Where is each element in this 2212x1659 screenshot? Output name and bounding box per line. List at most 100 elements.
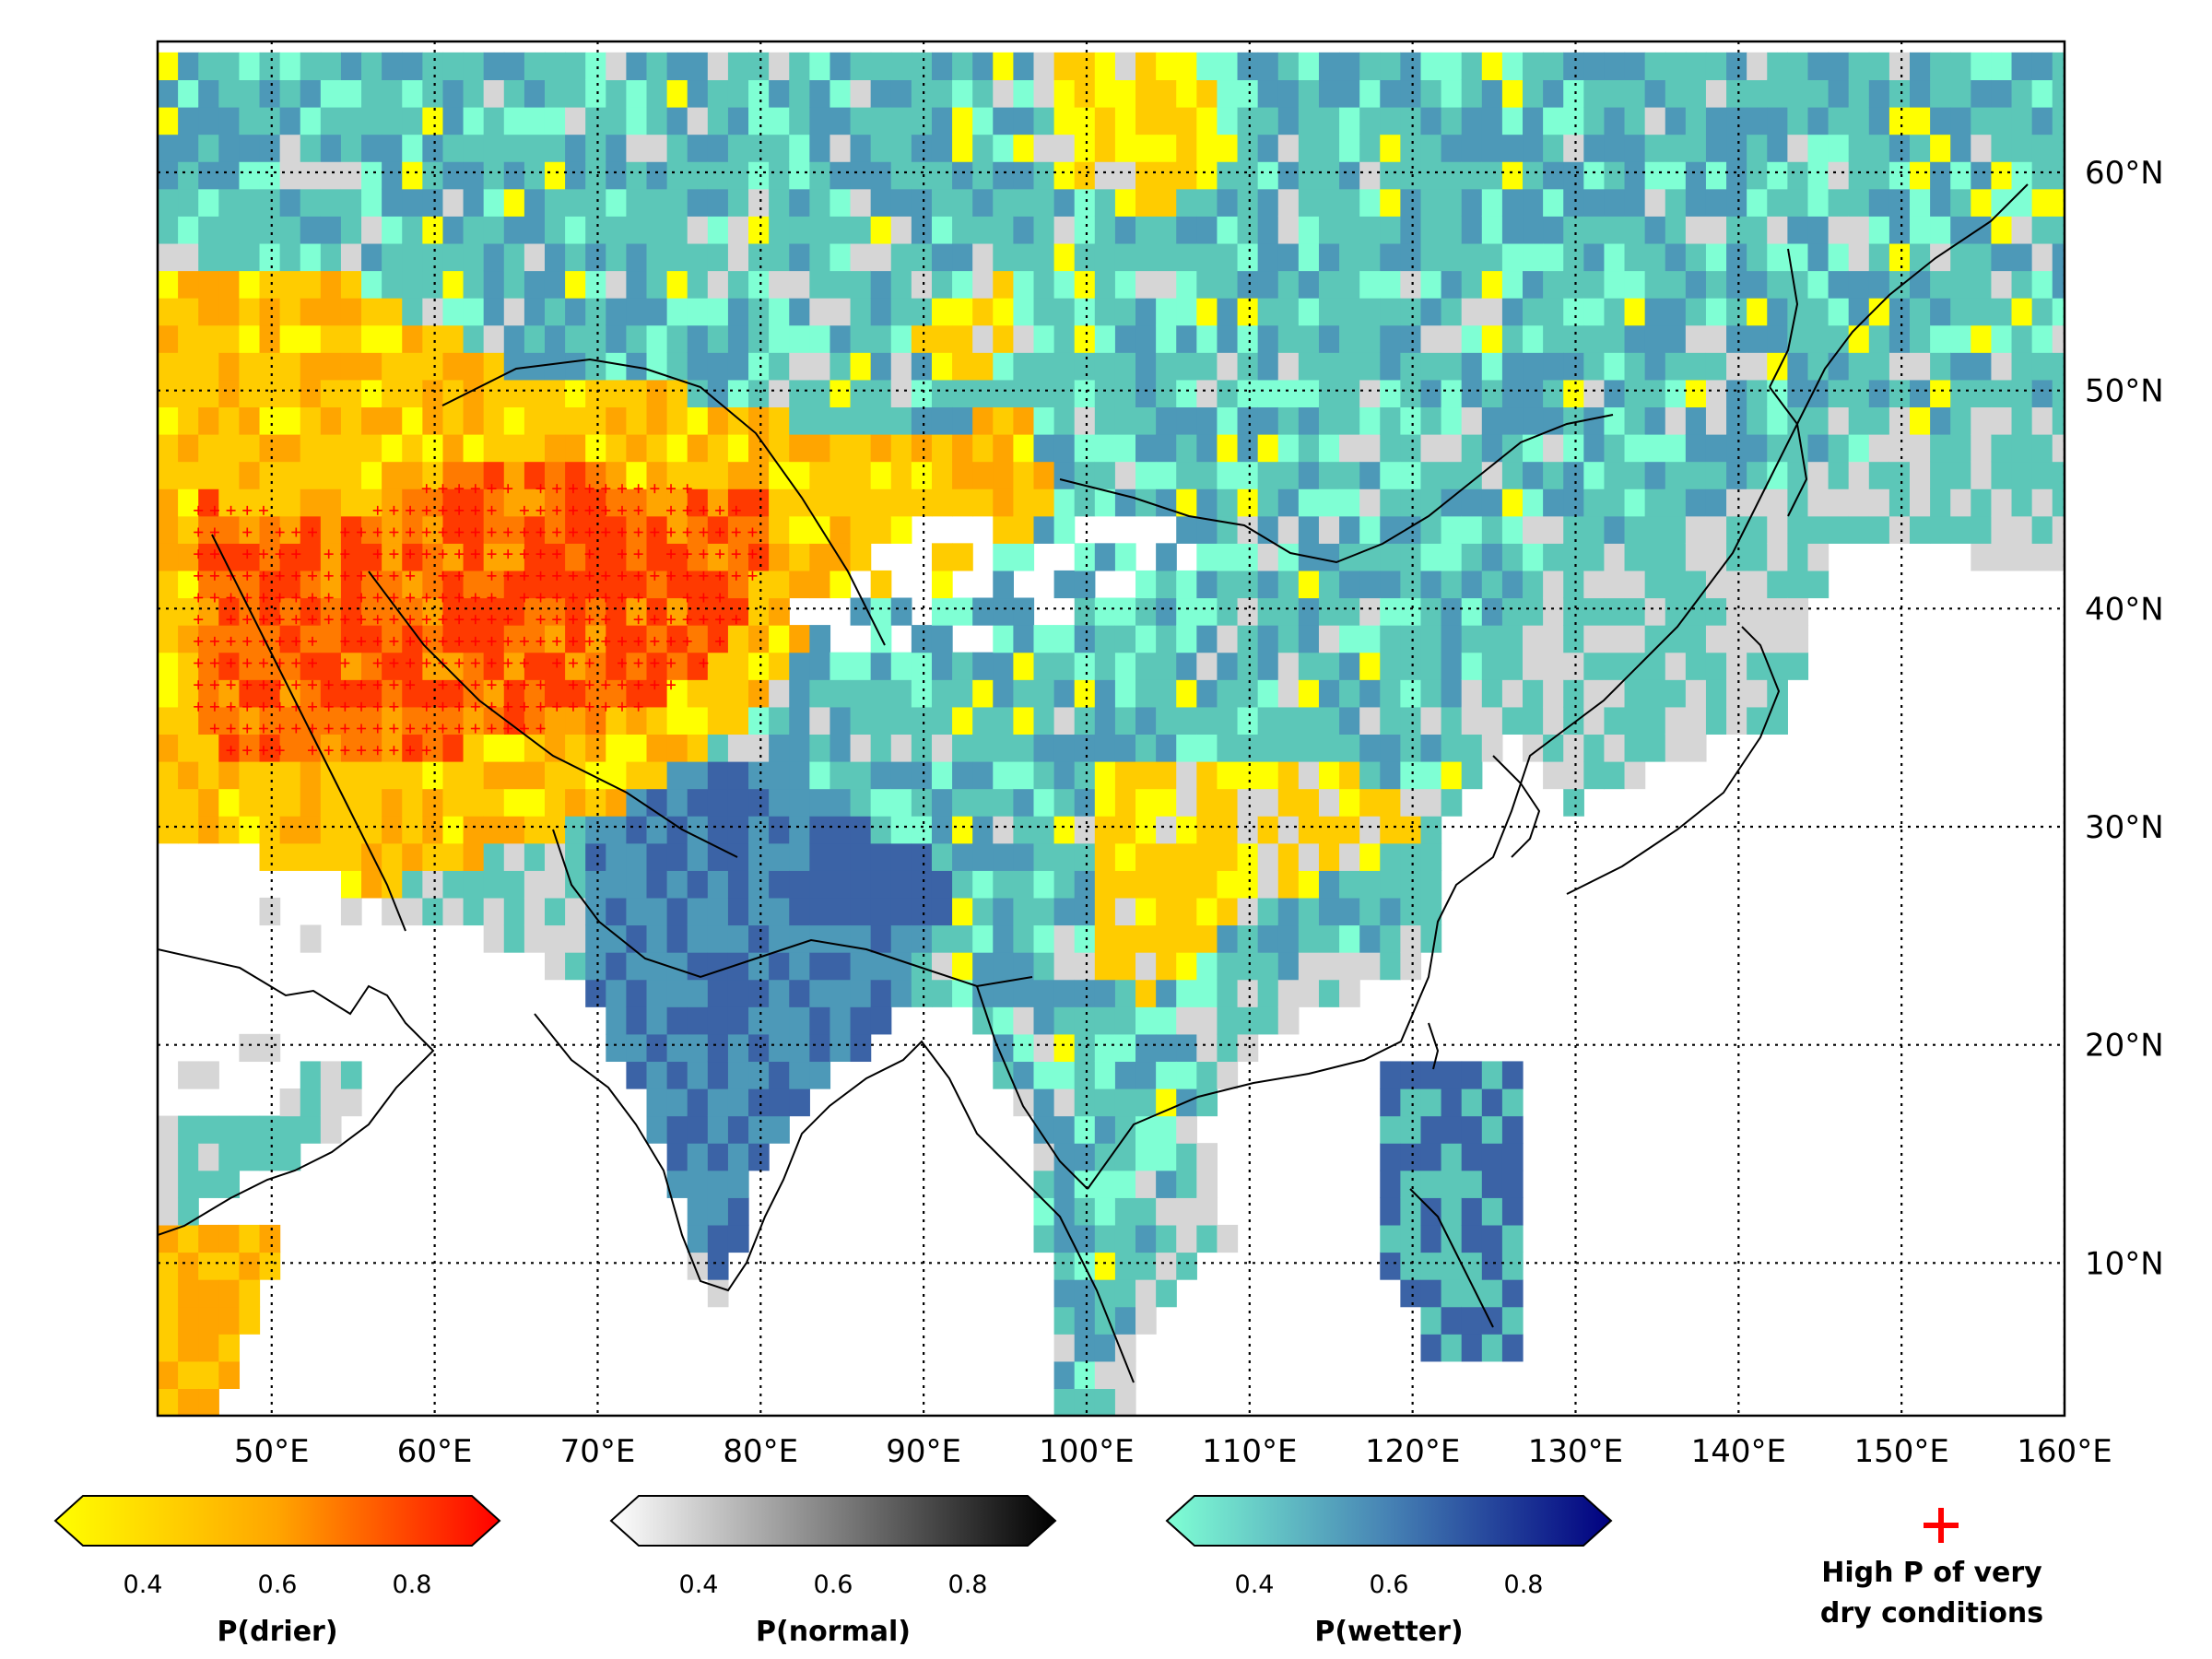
map-cell — [1094, 461, 1116, 489]
map-cell — [1787, 515, 1809, 544]
map-cell — [626, 734, 648, 762]
map-cell — [1441, 761, 1463, 790]
map-cell — [259, 761, 281, 790]
map-cell — [279, 298, 301, 326]
very-dry-marker — [666, 484, 677, 494]
map-cell — [1196, 324, 1218, 353]
very-dry-marker — [487, 636, 497, 646]
map-cell — [1257, 406, 1279, 435]
very-dry-marker — [226, 505, 236, 515]
very-dry-marker — [454, 680, 465, 690]
map-cell — [789, 379, 810, 408]
map-cell — [931, 652, 953, 680]
map-cell — [1726, 216, 1747, 244]
map-cell — [850, 216, 872, 244]
map-cell — [1196, 897, 1218, 926]
map-cell — [1013, 107, 1035, 135]
very-dry-marker — [307, 746, 317, 756]
map-cell — [1156, 979, 1177, 1007]
map-cell — [1848, 406, 1870, 435]
map-cell — [1441, 788, 1463, 817]
map-cell — [748, 1088, 770, 1117]
map-cell — [1298, 570, 1320, 599]
map-cell — [748, 270, 770, 299]
colorbar-wetter-title: P(wetter) — [1314, 1616, 1463, 1648]
map-cell — [524, 897, 546, 926]
map-cell — [198, 515, 219, 544]
very-dry-marker — [291, 527, 301, 537]
map-cell — [727, 870, 749, 899]
very-dry-marker — [324, 724, 334, 734]
very-dry-marker — [731, 571, 741, 581]
map-cell — [1176, 1143, 1197, 1171]
map-cell — [1705, 625, 1727, 653]
map-cell — [1237, 652, 1259, 680]
map-cell — [727, 216, 749, 244]
map-cell — [1074, 352, 1096, 381]
map-cell — [463, 79, 485, 108]
map-cell — [585, 761, 606, 790]
very-dry-marker — [324, 746, 334, 756]
map-cell — [769, 1006, 790, 1035]
map-cell — [931, 379, 953, 408]
map-cell — [1298, 298, 1320, 326]
map-cell — [361, 79, 382, 108]
map-cell — [769, 298, 790, 326]
map-cell — [442, 161, 465, 190]
map-cell — [361, 434, 382, 463]
map-cell — [382, 242, 403, 272]
map-cell — [707, 324, 729, 353]
map-cell — [1604, 52, 1626, 81]
map-cell — [748, 734, 770, 762]
map-cell — [1930, 188, 1951, 217]
map-cell — [993, 188, 1014, 217]
map-cell — [993, 952, 1014, 981]
map-cell — [1563, 788, 1584, 817]
map-cell — [2052, 515, 2065, 544]
map-cell — [1033, 406, 1055, 435]
map-cell — [1217, 270, 1239, 299]
map-cell — [1339, 842, 1360, 871]
map-cell — [931, 761, 953, 790]
very-dry-marker — [242, 571, 253, 581]
coastline-japan — [1566, 626, 1781, 895]
map-cell — [1400, 570, 1422, 599]
map-cell — [1420, 570, 1442, 599]
map-cell — [666, 406, 688, 435]
map-cell — [1604, 679, 1626, 708]
map-cell — [1501, 652, 1524, 680]
map-cell — [1910, 52, 1931, 81]
map-cell — [320, 1061, 342, 1089]
map-cell — [259, 842, 281, 871]
map-cell — [1074, 1279, 1096, 1308]
map-cell — [422, 734, 444, 762]
map-cell — [1176, 897, 1197, 926]
map-cell — [320, 706, 342, 735]
map-cell — [1747, 379, 1768, 408]
map-cell — [300, 134, 322, 162]
map-cell — [1176, 188, 1197, 217]
map-cell — [1441, 134, 1463, 162]
map-cell — [1359, 324, 1381, 353]
map-cell — [626, 188, 648, 217]
map-cell — [2052, 52, 2065, 81]
map-cell — [1114, 324, 1136, 353]
map-cell — [1523, 216, 1544, 244]
map-cell — [870, 216, 892, 244]
very-dry-marker — [617, 484, 627, 494]
map-cell — [178, 188, 199, 217]
map-cell — [1767, 706, 1788, 735]
very-dry-marker — [715, 505, 725, 515]
very-dry-marker — [258, 615, 268, 625]
map-cell — [1094, 1143, 1116, 1171]
map-cell — [687, 625, 709, 653]
map-cell — [1787, 652, 1809, 680]
map-cell — [830, 979, 852, 1007]
map-cell — [340, 298, 362, 326]
map-cell — [1339, 379, 1360, 408]
map-cell — [1094, 734, 1116, 762]
plus-marker-icon — [1924, 1508, 1959, 1543]
very-dry-marker — [552, 701, 562, 712]
map-cell — [707, 1006, 729, 1035]
map-cell — [748, 161, 770, 190]
